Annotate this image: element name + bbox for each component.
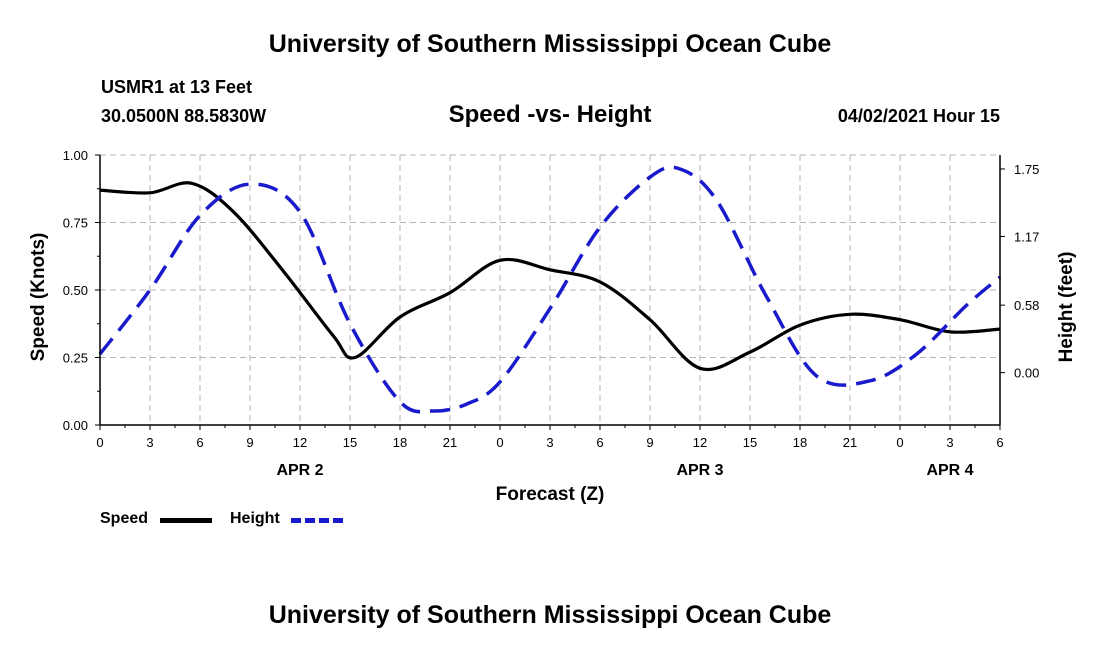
date-label: APR 2 bbox=[276, 462, 323, 479]
y2-axis-title: Height (feet) bbox=[1056, 252, 1077, 363]
x-tick-label: 15 bbox=[743, 435, 757, 450]
y2-tick-label: 0.58 bbox=[1014, 298, 1039, 313]
x-tick-label: 12 bbox=[293, 435, 307, 450]
height-series-line bbox=[98, 165, 1002, 414]
chart-title: University of Southern Mississippi Ocean… bbox=[268, 30, 832, 58]
y-tick-label: 0.25 bbox=[63, 351, 88, 366]
x-tick-label: 6 bbox=[596, 435, 603, 450]
x-axis-title: Forecast (Z) bbox=[496, 484, 605, 505]
y2-tick-label: 1.17 bbox=[1014, 229, 1039, 244]
y-tick-label: 0.00 bbox=[63, 418, 88, 433]
x-tick-label: 6 bbox=[996, 435, 1003, 450]
x-tick-label: 15 bbox=[343, 435, 357, 450]
date-label: APR 4 bbox=[926, 462, 973, 479]
x-tick-label: 0 bbox=[896, 435, 903, 450]
grid bbox=[100, 154, 1000, 425]
x-tick-label: 6 bbox=[196, 435, 203, 450]
x-tick-label: 3 bbox=[946, 435, 953, 450]
x-tick-label: 18 bbox=[793, 435, 807, 450]
footer-title: University of Southern Mississippi Ocean… bbox=[268, 601, 832, 629]
x-tick-label: 3 bbox=[146, 435, 153, 450]
x-tick-label: 12 bbox=[693, 435, 707, 450]
legend-height-swatch bbox=[291, 518, 343, 523]
date-label: APR 3 bbox=[676, 462, 723, 479]
station-label: USMR1 at 13 Feet bbox=[101, 77, 253, 97]
x-tick-label: 0 bbox=[96, 435, 103, 450]
date-label: 04/02/2021 Hour 15 bbox=[837, 106, 1000, 126]
legend-height-label: Height bbox=[230, 510, 280, 527]
speed-series-line bbox=[99, 181, 1001, 372]
x-tick-label: 0 bbox=[496, 435, 503, 450]
y2-tick-label: 1.75 bbox=[1014, 162, 1039, 177]
legend-speed-swatch bbox=[160, 518, 212, 523]
x-tick-label: 3 bbox=[546, 435, 553, 450]
x-tick-label: 9 bbox=[646, 435, 653, 450]
y-tick-label: 0.50 bbox=[63, 283, 88, 298]
coordinates-label: 30.0500N 88.5830W bbox=[101, 106, 267, 126]
series-layer bbox=[98, 165, 1002, 414]
x-tick-label: 21 bbox=[443, 435, 457, 450]
x-tick-label: 9 bbox=[246, 435, 253, 450]
x-tick-label: 21 bbox=[843, 435, 857, 450]
y2-tick-label: 0.00 bbox=[1014, 366, 1039, 381]
y-axis-title: Speed (Knots) bbox=[28, 233, 49, 362]
y-tick-label: 1.00 bbox=[63, 148, 88, 163]
y-tick-label: 0.75 bbox=[63, 216, 88, 231]
x-tick-label: 18 bbox=[393, 435, 407, 450]
axes bbox=[95, 154, 1005, 430]
axis-labels: 0 3 6 9 12 15 18 21 0 3 6 9 12 15 18 21 0 3 6 APR 2 APR 3 APR… bbox=[28, 148, 1077, 505]
chart-subtitle: Speed -vs- Height bbox=[448, 101, 652, 128]
legend-speed-label: Speed bbox=[100, 510, 149, 527]
